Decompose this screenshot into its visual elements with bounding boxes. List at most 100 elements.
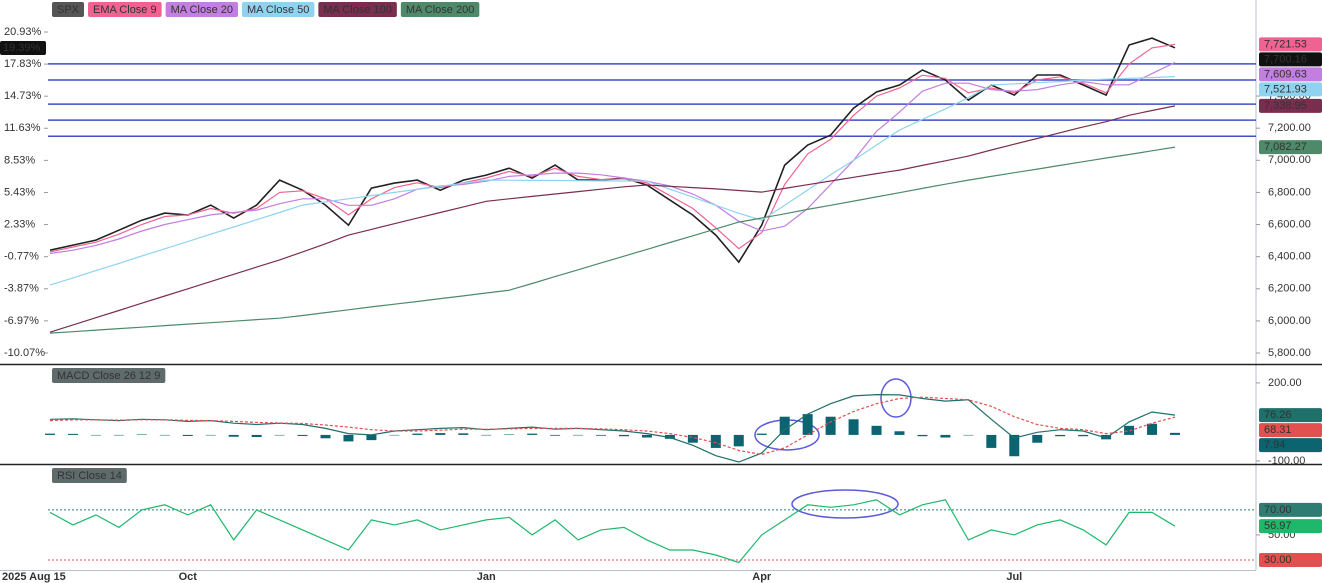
value-tag-text: 7,609.63 bbox=[1264, 68, 1307, 80]
histogram-bar bbox=[687, 434, 698, 443]
histogram-bar bbox=[67, 433, 78, 435]
histogram-bar bbox=[986, 434, 997, 448]
histogram-bar bbox=[205, 434, 216, 436]
histogram-bar bbox=[596, 434, 607, 436]
series-line bbox=[49, 105, 1176, 333]
histogram-bar bbox=[1101, 434, 1112, 440]
histogram-bar bbox=[90, 434, 101, 436]
y-tick-label: 7,000.00 bbox=[1268, 154, 1311, 166]
y2-tick-label: 20.93% bbox=[4, 26, 42, 38]
histogram-bar bbox=[664, 434, 675, 439]
histogram-bar bbox=[917, 434, 928, 437]
legend-swatch bbox=[318, 2, 397, 17]
histogram-bar bbox=[733, 434, 744, 447]
panel-title-text: RSI Close 14 bbox=[57, 470, 122, 482]
histogram-bar bbox=[710, 434, 721, 448]
y2-tick-label: -10.07% bbox=[4, 347, 45, 359]
level-tag-bg bbox=[1259, 502, 1322, 517]
histogram-bar bbox=[527, 433, 538, 435]
histogram-bar bbox=[228, 434, 239, 437]
histogram-bar bbox=[1032, 434, 1043, 443]
value-tag: 7.94 bbox=[1259, 438, 1322, 453]
histogram-bar bbox=[1170, 432, 1180, 435]
value-tag-bg bbox=[1259, 98, 1322, 113]
panel-title: RSI Close 14 bbox=[52, 468, 127, 483]
series-line bbox=[49, 393, 1176, 463]
histogram-bar bbox=[481, 434, 492, 436]
value-tag: 7,338.95 bbox=[1259, 98, 1322, 113]
y-tick-label: 6,800.00 bbox=[1268, 186, 1311, 198]
value-tag: 7,721.53 bbox=[1259, 37, 1322, 52]
histogram-bar bbox=[182, 434, 193, 436]
legend-swatch bbox=[88, 2, 162, 17]
x-tick-label: Apr bbox=[752, 571, 772, 583]
value-tag-bg bbox=[1259, 519, 1322, 534]
x-tick-label: Jan bbox=[477, 571, 496, 583]
histogram-bar bbox=[1055, 434, 1066, 437]
y2-tick-label: 8.53% bbox=[4, 154, 35, 166]
value-tag-bg bbox=[1259, 408, 1322, 423]
histogram-bar bbox=[1009, 434, 1020, 457]
y2-tick-label: 2.33% bbox=[4, 218, 35, 230]
histogram-bar bbox=[641, 434, 652, 438]
value-tag: 7,521.93 bbox=[1259, 82, 1322, 97]
histogram-bar bbox=[297, 434, 308, 436]
value-tag: 7,082.27 bbox=[1259, 140, 1322, 155]
panel-title-text: MACD Close 26 12 9 bbox=[57, 370, 160, 382]
histogram-bar bbox=[848, 419, 859, 435]
histogram-bar bbox=[940, 434, 951, 438]
value-tag-text: 76.26 bbox=[1264, 409, 1292, 421]
y2-tick-label: 17.83% bbox=[4, 58, 42, 70]
legend-label: MA Close 100 bbox=[323, 4, 391, 16]
level-tag-text: 70.00 bbox=[1264, 504, 1292, 516]
legend-label: MA Close 200 bbox=[406, 4, 474, 16]
legend-item: EMA Close 9 bbox=[88, 2, 162, 17]
legend-label: SPX bbox=[57, 4, 80, 16]
value-tag-text: 7,521.93 bbox=[1264, 83, 1307, 95]
histogram-bar bbox=[504, 434, 515, 435]
price-change-tag-bg bbox=[0, 40, 46, 55]
legend-item: MA Close 50 bbox=[241, 2, 315, 17]
y2-tick-label: -6.97% bbox=[4, 315, 39, 327]
value-tag: 68.31 bbox=[1259, 423, 1322, 438]
legend-swatch bbox=[400, 2, 480, 17]
histogram-bar bbox=[1078, 434, 1089, 437]
legend-swatch bbox=[241, 2, 315, 17]
value-tag-bg bbox=[1259, 82, 1322, 97]
level-tag-bg bbox=[1259, 552, 1322, 567]
value-tag-text: 7,338.95 bbox=[1264, 100, 1307, 112]
legend-label: MA Close 50 bbox=[247, 4, 309, 16]
value-tag: 7,609.63 bbox=[1259, 67, 1322, 82]
histogram-bar bbox=[389, 434, 400, 436]
histogram-bar bbox=[756, 433, 767, 435]
legend-item: MA Close 200 bbox=[400, 2, 480, 17]
x-tick-label: 2025 Aug 15 bbox=[2, 571, 66, 583]
level-tag-text: 30.00 bbox=[1264, 554, 1292, 566]
value-tag-text: 7,700.16 bbox=[1264, 53, 1307, 65]
histogram-bar bbox=[573, 434, 584, 436]
y-tick-label: -100.00 bbox=[1268, 455, 1305, 467]
value-tag-text: 56.97 bbox=[1264, 520, 1292, 532]
y-tick-label: 200.00 bbox=[1268, 377, 1302, 389]
histogram-bar bbox=[894, 431, 905, 435]
level-tag: 30.00 bbox=[1259, 552, 1322, 567]
histogram-bar bbox=[45, 433, 55, 435]
histogram-bar bbox=[1147, 423, 1158, 435]
legend-swatch bbox=[52, 2, 85, 17]
value-tag-bg bbox=[1259, 438, 1322, 453]
legend-label: MA Close 20 bbox=[171, 4, 233, 16]
value-tag-bg bbox=[1259, 67, 1322, 82]
value-tag-text: 7,082.27 bbox=[1264, 141, 1307, 153]
histogram-bar bbox=[159, 434, 170, 436]
y-tick-label: 6,600.00 bbox=[1268, 218, 1311, 230]
price-change-tag-text: 19.39% bbox=[3, 42, 41, 54]
panel-title: MACD Close 26 12 9 bbox=[52, 368, 166, 383]
series-line bbox=[49, 75, 1176, 286]
histogram-bar bbox=[618, 434, 629, 437]
histogram-bar bbox=[113, 434, 124, 436]
histogram-bar bbox=[251, 434, 262, 437]
histogram-bar bbox=[802, 414, 813, 435]
y2-tick-label: 5.43% bbox=[4, 186, 35, 198]
legend-swatch bbox=[165, 2, 238, 17]
